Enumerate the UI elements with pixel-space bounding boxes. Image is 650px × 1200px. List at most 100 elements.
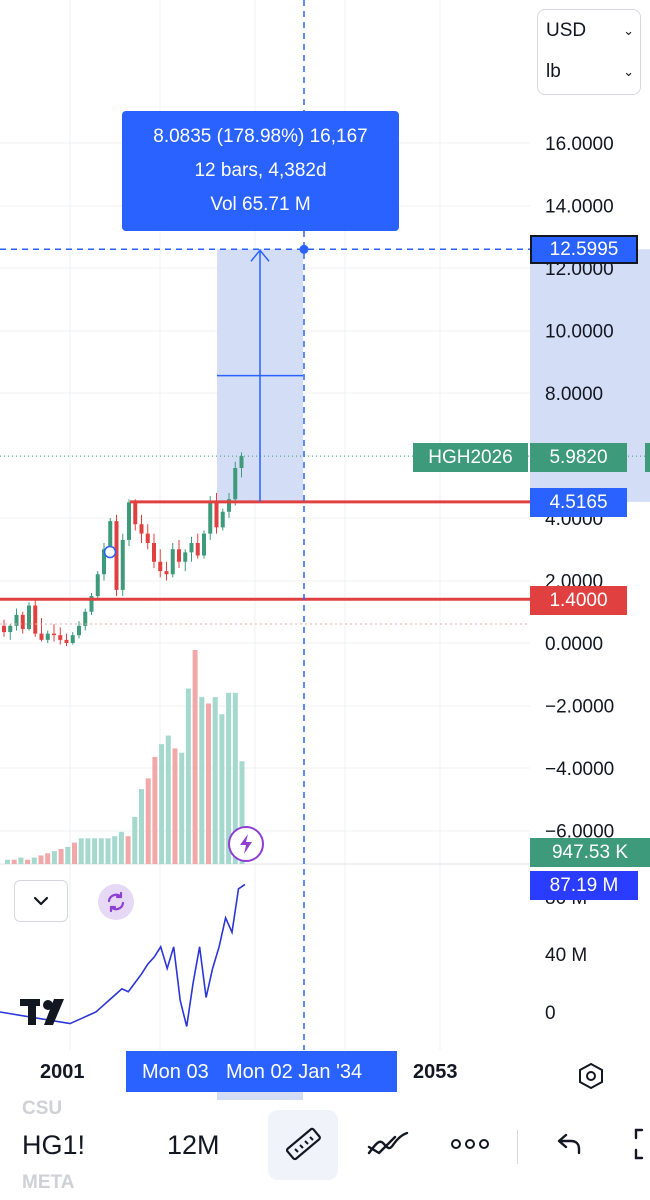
chevron-down-icon — [33, 896, 49, 906]
currency-unit-selector: USD ⌄ lb ⌄ — [537, 9, 641, 95]
volume-bar — [179, 752, 185, 864]
candle-body — [164, 571, 169, 575]
support-price-label: 1.4000 — [530, 586, 627, 615]
ghost-symbol-below: META — [22, 1172, 75, 1193]
candle — [202, 530, 206, 559]
chevron-down-icon: ⌄ — [623, 64, 634, 79]
candle-body — [108, 521, 113, 550]
refresh-icon — [107, 891, 125, 913]
more-dots-icon — [451, 1139, 489, 1149]
price-tick-label: 8.0000 — [545, 384, 603, 405]
volume-bar — [239, 761, 245, 864]
price-axis[interactable]: 16.000014.000012.000010.00008.00004.0000… — [545, 134, 614, 1024]
candle-body — [27, 605, 31, 629]
candle — [27, 602, 31, 631]
volume-bar — [192, 650, 198, 864]
measure-volume: Vol 65.71 M — [210, 194, 311, 215]
candle-body — [208, 502, 213, 534]
candle-body — [45, 633, 50, 640]
symbol-label: HGH2026 — [413, 443, 528, 472]
measure-time-fill — [217, 1092, 303, 1100]
volume-bar — [219, 714, 225, 864]
volume-value-label: 947.53 K — [530, 838, 650, 867]
ruler-icon — [285, 1127, 321, 1161]
indicator-line — [0, 883, 246, 1027]
volume-bar — [226, 692, 232, 864]
volume-bar — [152, 757, 158, 864]
volume-bar — [85, 838, 91, 864]
candle — [164, 561, 169, 581]
scroll-marker — [645, 443, 650, 472]
volume-bar — [105, 838, 111, 864]
volume-bar — [185, 688, 191, 864]
candle-body — [20, 614, 25, 629]
tradingview-logo-icon — [20, 999, 64, 1025]
candle — [233, 461, 238, 506]
price-tick-label: −4.0000 — [545, 759, 614, 780]
crosshair-dot — [299, 244, 309, 254]
ghost-symbol-above: CSU — [22, 1098, 63, 1119]
crosshair-time-highlight — [126, 1051, 397, 1092]
drawings-button[interactable] — [360, 1116, 416, 1172]
chart-settings-button[interactable] — [575, 1060, 607, 1092]
candle-body — [52, 633, 56, 636]
volume-bar — [58, 849, 64, 864]
candle — [2, 619, 6, 637]
volume-bar — [72, 842, 77, 864]
candle — [158, 549, 163, 578]
indicator-value-label: 87.19 M — [530, 871, 638, 900]
volume-bar — [232, 692, 238, 864]
candle — [227, 493, 231, 518]
candle-body — [202, 533, 206, 556]
indicator-pane — [0, 883, 246, 1027]
indicator-tick-label: 0 — [545, 1003, 556, 1024]
candle-body — [195, 543, 200, 556]
undo-button[interactable] — [544, 1116, 592, 1172]
crosshair-time-label: Mon 02 Jan '34 — [226, 1061, 363, 1083]
candle — [39, 618, 44, 642]
candle-body — [177, 549, 181, 562]
candle — [58, 627, 63, 645]
volume-bar — [78, 838, 84, 864]
volume-bar — [199, 697, 205, 864]
candlestick-series — [2, 452, 244, 647]
candle — [20, 611, 25, 634]
measure-bars: 12 bars, 4,382d — [194, 160, 327, 181]
candle-body — [183, 552, 188, 562]
price-tick-label: 0.0000 — [545, 634, 603, 655]
more-button[interactable] — [446, 1116, 494, 1172]
candle-body — [145, 533, 150, 543]
measure-tool-button[interactable] — [268, 1110, 338, 1180]
volume-bar — [92, 838, 98, 864]
candle-body — [227, 499, 231, 512]
measure-tooltip: 8.0835 (178.98%) 16,167 12 bars, 4,382d … — [122, 111, 399, 231]
sync-button[interactable] — [98, 884, 134, 920]
price-tick-label: 16.0000 — [545, 134, 614, 155]
volume-bar — [139, 789, 144, 864]
volume-bar — [38, 855, 44, 864]
candle-body — [8, 625, 13, 633]
candle — [195, 533, 200, 559]
symbol-button[interactable]: HG1! — [22, 1130, 86, 1160]
candle — [95, 571, 100, 600]
candle — [33, 599, 38, 637]
volume-bar — [125, 836, 131, 864]
candle — [152, 533, 156, 568]
price-tick-label: 10.0000 — [545, 322, 614, 343]
volume-bar — [98, 838, 104, 864]
currency-select[interactable]: USD ⌄ — [546, 16, 634, 46]
alert-flash-button[interactable] — [228, 826, 264, 862]
candle — [183, 549, 188, 572]
fullscreen-button[interactable] — [628, 1116, 650, 1172]
candle — [8, 624, 13, 640]
collapse-pane-button[interactable] — [14, 880, 68, 922]
volume-bar — [65, 846, 71, 864]
volume-bar — [11, 859, 17, 864]
time-label-partial: Mon 03 — [142, 1061, 209, 1083]
unit-select[interactable]: lb ⌄ — [546, 57, 634, 87]
candle — [70, 632, 75, 645]
interval-button[interactable]: 12M — [167, 1130, 220, 1160]
candle-body — [64, 639, 69, 643]
volume-bar — [132, 816, 138, 864]
candle-body — [89, 596, 94, 612]
